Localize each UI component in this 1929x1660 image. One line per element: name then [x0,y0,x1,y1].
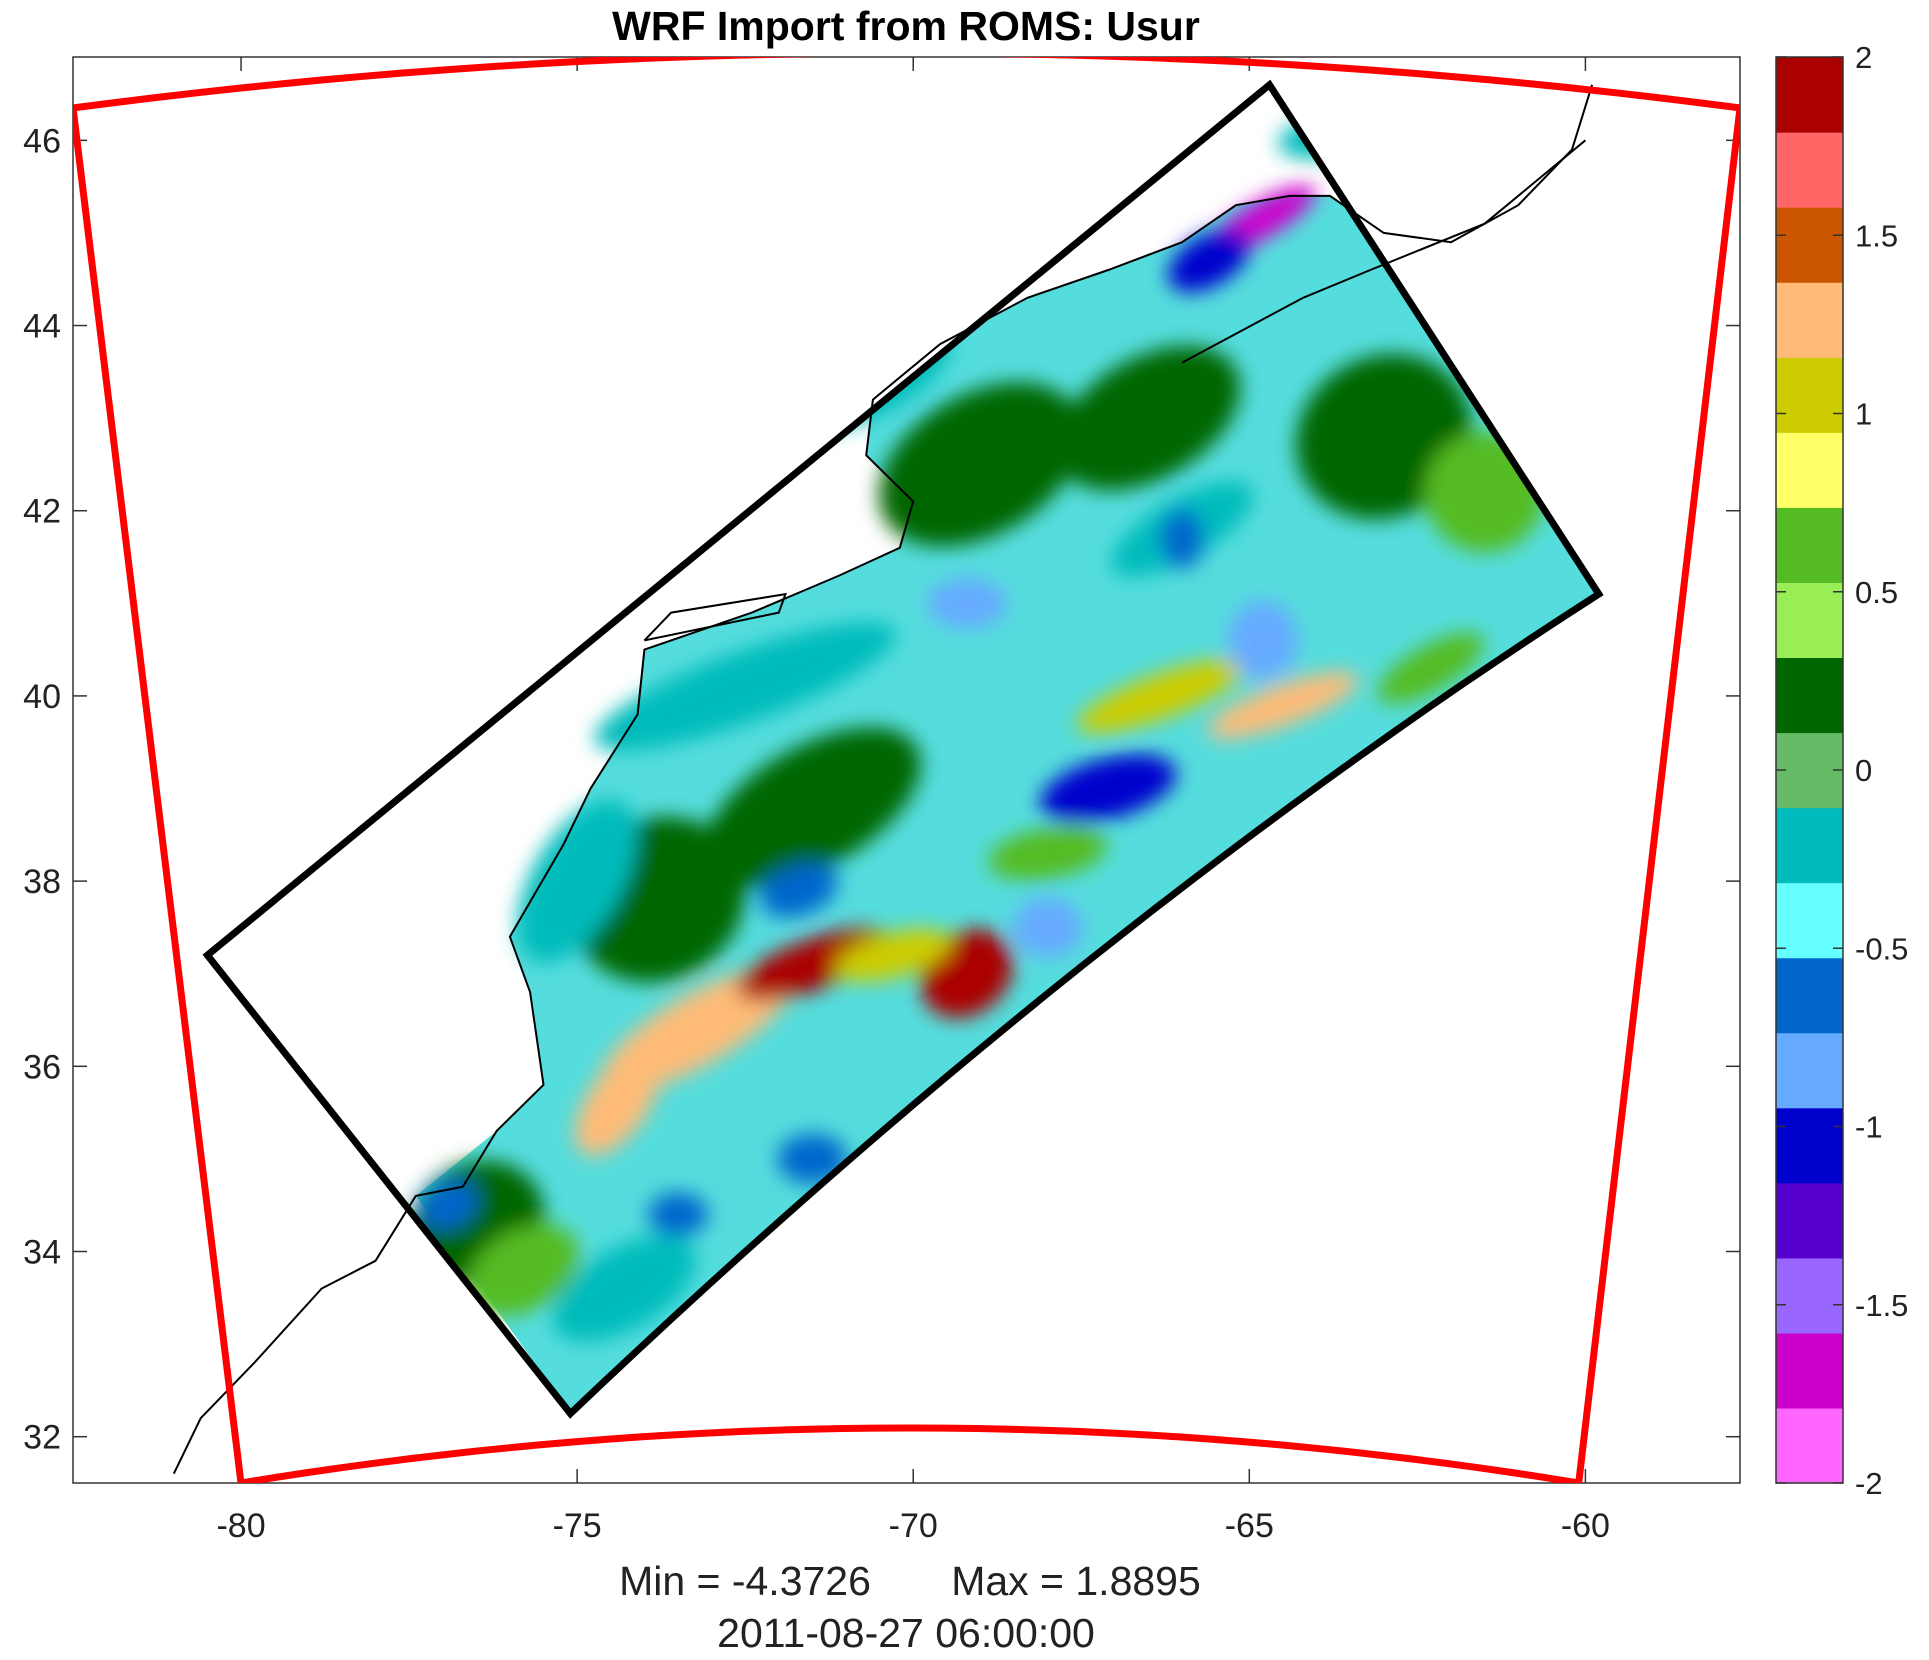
colorbar-swatch [1776,57,1843,133]
colorbar-swatch [1776,507,1843,583]
x-tick-label: -75 [553,1507,602,1545]
chart-title: WRF Import from ROMS: Usur [612,3,1200,49]
colorbar-swatch [1776,582,1843,659]
velocity-blob [988,826,1107,881]
colorbar-swatch [1776,882,1843,959]
y-tick-label: 32 [23,1419,61,1457]
long-island-coast [643,592,788,642]
min-label: Min = -4.3726 [619,1558,871,1604]
velocity-blob [1227,600,1298,681]
coastline-path [172,84,1594,1475]
velocity-blobs [408,102,1545,1342]
velocity-blob [1056,345,1241,491]
max-label: Max = 1.8895 [951,1558,1201,1604]
y-tick-label: 36 [23,1048,61,1086]
colorbar-tick-label: -2 [1855,1466,1883,1501]
colorbar-swatch [1776,807,1843,884]
velocity-blob [878,382,1082,547]
y-tick-label: 40 [23,678,61,716]
velocity-blob [594,622,897,751]
colorbar [1775,56,1844,1484]
y-tick-label: 42 [23,493,61,531]
x-tick-label: -60 [1561,1507,1610,1545]
velocity-blob [1076,658,1247,733]
velocity-blob [467,1224,580,1316]
velocity-blob [648,1192,708,1237]
velocity-blob [704,727,921,887]
nova-scotia-coast [1181,139,1587,364]
colorbar-ticks: -2 -1.5 -1 -0.5 0 0.5 1 1.5 2 [1776,40,1908,1501]
velocity-blob [1168,229,1250,292]
velocity-field [172,84,1599,1475]
colorbar-swatch [1776,1107,1843,1184]
colorbar-swatch [1776,1032,1843,1109]
colorbar-tick-label: 0 [1855,753,1872,788]
x-tick-label: -80 [216,1507,265,1545]
x-tick-label: -65 [1225,1507,1274,1545]
colorbar-tick-label: 1 [1855,397,1872,432]
y-tick-label: 46 [23,122,61,160]
colorbar-swatch [1776,1332,1843,1409]
colorbar-swatch [1776,1407,1843,1484]
velocity-blob [927,578,1007,629]
colorbar-tick-label: -1 [1855,1110,1883,1145]
colorbar-tick-label: 0.5 [1855,575,1898,610]
colorbar-tick-label: 1.5 [1855,218,1898,253]
coastline [172,84,1594,1475]
velocity-blob [1040,754,1177,823]
y-tick-label: 44 [23,308,61,346]
colorbar-swatch [1776,957,1843,1034]
colorbar-tick-label: -1.5 [1855,1288,1908,1323]
colorbar-tick-label: -0.5 [1855,931,1908,966]
velocity-blob [760,863,838,918]
velocity-blob [517,799,637,963]
axes-box [72,56,1741,1484]
velocity-blob [736,928,889,1001]
velocity-blob [1207,672,1359,739]
x-tick-label: -70 [889,1507,938,1545]
y-tick-label: 34 [23,1234,61,1272]
colorbar-swatch [1776,1182,1843,1259]
colorbar-swatch [1776,1257,1843,1334]
velocity-blob [1012,897,1083,958]
velocity-blob [777,1133,848,1184]
inner-domain-boundary [202,79,1604,1419]
y-tick-label: 38 [23,863,61,901]
velocity-blob [834,928,952,982]
colorbar-swatch [1776,432,1843,508]
field-base [415,195,1599,1414]
colorbar-swatch [1776,657,1843,734]
colorbar-swatch [1776,282,1843,358]
velocity-blob [1377,632,1484,704]
x-axis: -80 -75 -70 -65 -60 [216,57,1610,1545]
velocity-blob [1160,508,1205,569]
colorbar-swatch [1776,732,1843,809]
colorbar-swatch [1776,132,1843,208]
colorbar-tick-label: 2 [1855,40,1872,75]
velocity-blob [552,1235,697,1342]
y-axis: 32 34 36 38 40 42 44 46 [23,122,1740,1457]
axes-frame [72,56,1741,1484]
timestamp: 2011-08-27 06:00:00 [717,1610,1095,1656]
outer-domain-boundary [73,57,1740,1483]
colorbar-swatch [1776,207,1843,283]
colorbar-swatch [1776,357,1843,433]
